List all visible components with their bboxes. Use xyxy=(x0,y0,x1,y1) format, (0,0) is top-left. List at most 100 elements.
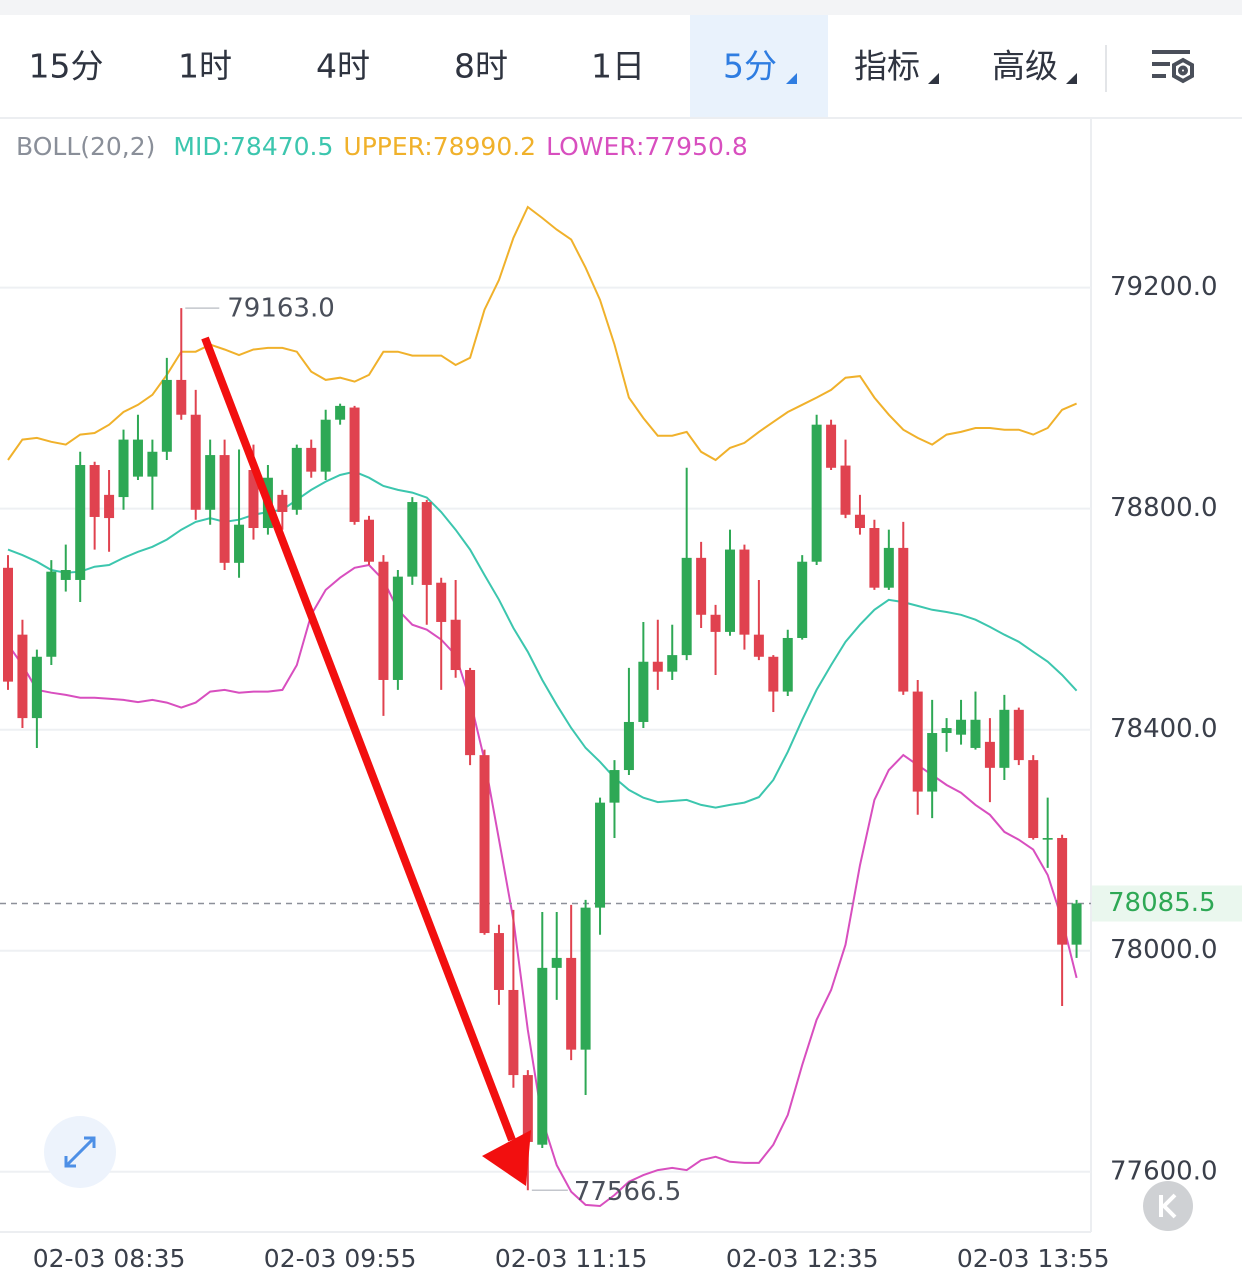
candle-body xyxy=(219,455,230,563)
candle-body xyxy=(927,733,938,792)
candle-body xyxy=(1042,838,1053,840)
candle-body xyxy=(132,439,143,477)
candle-body xyxy=(595,802,606,908)
active-tab-bg xyxy=(690,15,828,118)
arrow-shaft xyxy=(201,336,516,1142)
candle-body xyxy=(335,405,346,420)
k-icon xyxy=(1159,1193,1177,1219)
icon-gear xyxy=(1172,57,1194,84)
candle-body xyxy=(378,561,389,680)
candle-body xyxy=(306,447,317,472)
candle-body xyxy=(291,447,302,510)
x-tick-label: 02-03 11:15 xyxy=(495,1244,648,1273)
x-tick-label: 02-03 12:35 xyxy=(726,1244,879,1273)
candle-body xyxy=(768,656,779,692)
candle-body xyxy=(710,614,721,632)
legend-name: LOWER xyxy=(546,132,644,161)
expand-button[interactable] xyxy=(44,1116,116,1188)
trend-arrow xyxy=(201,336,531,1186)
candle-body xyxy=(912,691,923,792)
candle-body xyxy=(190,414,201,510)
settings-icon[interactable] xyxy=(1152,50,1194,84)
legend-value: 78470.5 xyxy=(230,132,334,161)
candle-body xyxy=(753,634,764,657)
candle-body xyxy=(46,571,57,657)
x-tick-label: 02-03 08:35 xyxy=(33,1244,186,1273)
indicator-legend: BOLL(20,2) MID78470.5 UPPER78990.2 LOWER77… xyxy=(16,132,758,161)
candle-body xyxy=(999,709,1010,768)
menu[interactable]: 指标 xyxy=(854,47,920,86)
candle-body xyxy=(696,557,707,615)
candle-body xyxy=(248,469,259,529)
candle-body xyxy=(421,502,432,585)
candle-body xyxy=(551,957,562,968)
candle-body xyxy=(392,576,403,680)
candle-body xyxy=(1057,838,1068,945)
last-price-label: 78085.5 xyxy=(1108,888,1216,918)
candle-body xyxy=(1013,709,1024,761)
indicator-name: BOLL(20,2) xyxy=(16,132,156,161)
candle-body xyxy=(566,957,577,1050)
plot-area xyxy=(0,205,1091,1208)
tab[interactable]: 1时 xyxy=(178,47,232,86)
candle-body xyxy=(739,549,750,635)
x-tick-label: 02-03 09:55 xyxy=(264,1244,417,1273)
candle-body xyxy=(407,502,418,577)
legend-entry: LOWER77950.8 xyxy=(546,132,748,161)
candle-body xyxy=(465,670,476,756)
legend-entry: UPPER78990.2 xyxy=(343,132,536,161)
candle-body xyxy=(118,439,129,498)
tab[interactable]: 8时 xyxy=(454,47,508,86)
candle-body xyxy=(320,419,331,472)
y-tick-label: 77600.0 xyxy=(1110,1156,1218,1186)
candle-body xyxy=(869,528,880,588)
candle-body xyxy=(522,1075,533,1142)
candle-body xyxy=(104,494,115,519)
candle-body xyxy=(580,907,591,1050)
legend-name: MID xyxy=(173,132,230,161)
candle-body xyxy=(1071,903,1082,945)
min-label: 77566.5 xyxy=(574,1177,682,1207)
candle-body xyxy=(898,547,909,692)
expand-icon xyxy=(64,1136,96,1168)
tab[interactable]: 4时 xyxy=(316,47,370,86)
candle-body xyxy=(840,465,851,515)
x-tick-label: 02-03 13:55 xyxy=(957,1244,1110,1273)
dropdown-caret xyxy=(928,73,939,84)
candle-body xyxy=(638,661,649,722)
button-bg xyxy=(1143,1181,1193,1231)
candle-body xyxy=(782,637,793,692)
candle-body xyxy=(811,424,822,562)
icon-gear-hole xyxy=(1178,65,1188,76)
y-tick-label: 79200.0 xyxy=(1110,272,1218,302)
candle-body xyxy=(3,567,13,682)
arrow-head xyxy=(482,1130,531,1186)
candle-body xyxy=(984,741,995,768)
candle-body xyxy=(176,379,187,415)
candle-body xyxy=(161,379,172,452)
candle-body xyxy=(883,547,894,588)
candle-body xyxy=(75,465,86,580)
candle-body xyxy=(537,967,548,1145)
max-label: 79163.0 xyxy=(227,294,335,324)
menu[interactable]: 高级 xyxy=(992,47,1058,86)
candle-body xyxy=(623,721,634,771)
candle-body xyxy=(436,582,447,622)
y-tick-label: 78000.0 xyxy=(1110,935,1218,965)
candle-body xyxy=(667,655,678,672)
tab[interactable]: 15分 xyxy=(29,47,104,86)
candle-body xyxy=(450,619,461,671)
candle-body xyxy=(277,494,288,512)
candle-body xyxy=(17,634,28,719)
tab-active[interactable]: 5分 xyxy=(723,47,777,86)
candle-body xyxy=(147,451,158,477)
k-button[interactable] xyxy=(1143,1181,1193,1231)
candle-body xyxy=(89,465,100,517)
candle-body xyxy=(508,989,519,1076)
candle-body xyxy=(60,570,71,580)
candle-body xyxy=(234,524,245,563)
tab[interactable]: 1日 xyxy=(591,47,645,86)
candle-body xyxy=(364,519,374,562)
candle-body xyxy=(826,424,837,468)
